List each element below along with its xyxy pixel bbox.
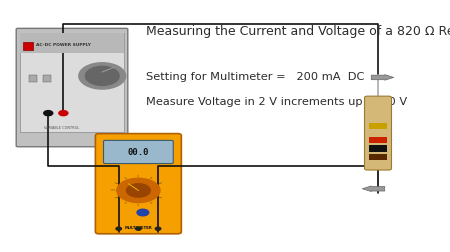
Bar <box>20 34 124 132</box>
Circle shape <box>86 67 119 86</box>
Text: Measure Voltage in 2 V increments up to 20 V: Measure Voltage in 2 V increments up to … <box>146 97 407 107</box>
Text: Measuring the Current and Voltage of a 820 Ω Resistor: Measuring the Current and Voltage of a 8… <box>146 25 450 38</box>
Text: Setting for Multimeter =   200 mA  DC: Setting for Multimeter = 200 mA DC <box>146 72 364 82</box>
Text: VARIABLE CONTROL: VARIABLE CONTROL <box>44 125 79 130</box>
Bar <box>43 75 51 82</box>
Bar <box>369 154 387 160</box>
Circle shape <box>126 184 150 197</box>
Bar <box>369 146 387 152</box>
FancyBboxPatch shape <box>104 141 173 164</box>
Bar <box>20 34 124 53</box>
Bar <box>369 123 387 129</box>
Bar <box>29 75 37 82</box>
Circle shape <box>137 209 149 216</box>
Circle shape <box>79 64 126 90</box>
FancyArrow shape <box>371 75 394 81</box>
FancyBboxPatch shape <box>95 134 181 234</box>
Bar <box>369 137 387 143</box>
Text: 00.0: 00.0 <box>128 148 149 157</box>
Bar <box>23 43 33 51</box>
Text: MULTIMETER: MULTIMETER <box>125 225 152 229</box>
Circle shape <box>44 111 53 116</box>
Circle shape <box>59 111 68 116</box>
FancyArrow shape <box>362 186 385 192</box>
Circle shape <box>117 179 160 203</box>
FancyBboxPatch shape <box>364 97 392 170</box>
Text: AC-DC POWER SUPPLY: AC-DC POWER SUPPLY <box>36 43 91 47</box>
Circle shape <box>136 227 141 230</box>
Circle shape <box>116 227 122 230</box>
FancyBboxPatch shape <box>16 29 128 147</box>
Circle shape <box>155 227 161 230</box>
